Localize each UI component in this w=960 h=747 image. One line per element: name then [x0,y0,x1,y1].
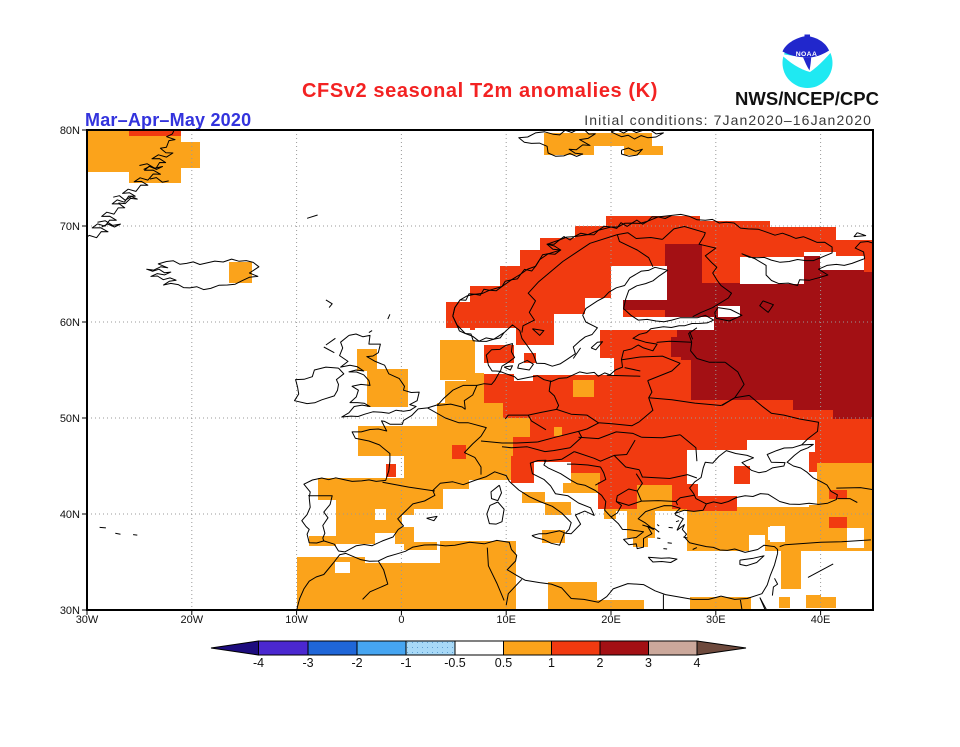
svg-text:NWS/NCEP/CPC: NWS/NCEP/CPC [735,88,879,109]
svg-text:Initial conditions: 7Jan2020–1: Initial conditions: 7Jan2020–16Jan2020 [584,112,872,128]
svg-text:20E: 20E [601,614,621,626]
svg-text:30E: 30E [706,614,726,626]
svg-text:40N: 40N [60,509,80,521]
svg-text:-2: -2 [351,656,362,670]
svg-text:CFSv2 seasonal T2m anomalies (: CFSv2 seasonal T2m anomalies (K) [302,80,658,102]
svg-text:50N: 50N [60,413,80,425]
svg-text:30N: 30N [60,605,80,617]
svg-text:40E: 40E [811,614,831,626]
svg-text:1: 1 [548,656,555,670]
svg-text:2: 2 [597,656,604,670]
svg-text:80N: 80N [60,125,80,137]
svg-text:NOAA: NOAA [796,51,818,58]
svg-text:0.5: 0.5 [495,656,512,670]
svg-text:10E: 10E [496,614,516,626]
svg-text:4: 4 [694,656,701,670]
svg-text:3: 3 [645,656,652,670]
svg-text:Mar–Apr–May 2020: Mar–Apr–May 2020 [85,110,251,130]
svg-text:-0.5: -0.5 [444,656,466,670]
svg-text:10W: 10W [285,614,308,626]
svg-text:-4: -4 [253,656,264,670]
svg-text:30W: 30W [76,614,99,626]
svg-text:0: 0 [398,614,404,626]
svg-text:60N: 60N [60,317,80,329]
svg-text:20W: 20W [180,614,203,626]
svg-text:70N: 70N [60,221,80,233]
svg-text:-1: -1 [400,656,411,670]
svg-text:-3: -3 [302,656,313,670]
